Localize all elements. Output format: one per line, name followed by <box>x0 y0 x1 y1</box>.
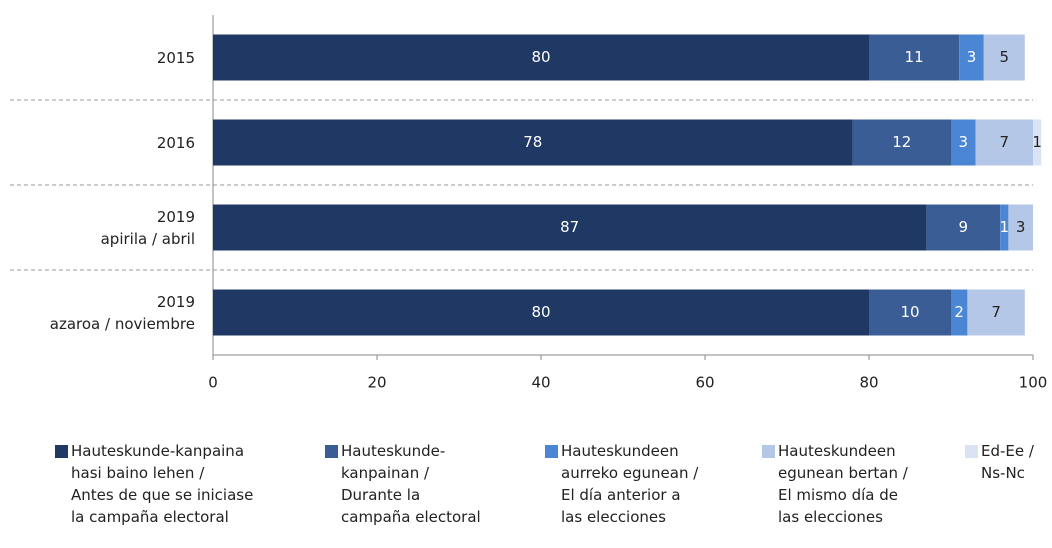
bar-segment <box>869 34 960 81</box>
value-label: 1 <box>1032 133 1042 151</box>
value-label: 3 <box>1016 218 1026 236</box>
bar-segment <box>1033 119 1042 166</box>
legend-entry: Hauteskundeen egunean bertan / El mismo … <box>762 440 908 528</box>
y-tick-label: 2016 <box>156 133 195 152</box>
bar-segment <box>967 289 1025 336</box>
bar-segment <box>213 204 927 251</box>
x-tick-label: 60 <box>695 374 714 392</box>
value-label: 2 <box>954 303 964 321</box>
legend-swatch <box>325 445 338 458</box>
bar-segment <box>869 289 951 336</box>
bar-segment <box>926 204 1001 251</box>
y-tick-label: 2015 <box>156 48 195 67</box>
legend-swatch <box>545 445 558 458</box>
legend-entry: Hauteskunde- kanpainan / Durante la camp… <box>325 440 481 528</box>
bar-segment <box>951 119 976 166</box>
bar-segment <box>975 119 1033 166</box>
x-tick-label: 40 <box>531 374 550 392</box>
y-tick-label: 2019 apirila / abril <box>100 207 195 248</box>
y-tick-label: 2019 azaroa / noviembre <box>49 292 195 333</box>
value-label: 9 <box>959 218 969 236</box>
legend-swatch <box>965 445 978 458</box>
value-label: 7 <box>1000 133 1010 151</box>
x-tick-label: 80 <box>859 374 878 392</box>
value-label: 3 <box>967 48 977 66</box>
value-label: 78 <box>523 133 542 151</box>
value-label: 5 <box>1000 48 1010 66</box>
bar-segment <box>1000 204 1009 251</box>
value-label: 87 <box>560 218 579 236</box>
bar-segment <box>213 289 869 336</box>
legend-swatch <box>762 445 775 458</box>
value-label: 80 <box>531 303 550 321</box>
legend-entry: Hauteskunde-kanpaina hasi baino lehen / … <box>55 440 253 528</box>
value-label: 12 <box>892 133 911 151</box>
x-tick-label: 20 <box>367 374 386 392</box>
legend-entry: Ed-Ee / Ns-Nc <box>965 440 1034 484</box>
x-tick-label: 0 <box>208 374 218 392</box>
value-label: 1 <box>1000 218 1010 236</box>
bar-segment <box>852 119 951 166</box>
legend-swatch <box>55 445 68 458</box>
bar-segment <box>959 34 984 81</box>
value-label: 7 <box>991 303 1001 321</box>
bar-segment <box>951 289 968 336</box>
bar-segment <box>983 34 1025 81</box>
value-label: 3 <box>959 133 969 151</box>
bar-segment <box>213 34 869 81</box>
value-label: 80 <box>531 48 550 66</box>
x-tick-label: 100 <box>1019 374 1048 392</box>
bar-segment <box>1008 204 1033 251</box>
bar-segment <box>213 119 853 166</box>
legend-entry: Hauteskundeen aurreko egunean / El día a… <box>545 440 698 528</box>
value-label: 10 <box>900 303 919 321</box>
value-label: 11 <box>905 48 924 66</box>
